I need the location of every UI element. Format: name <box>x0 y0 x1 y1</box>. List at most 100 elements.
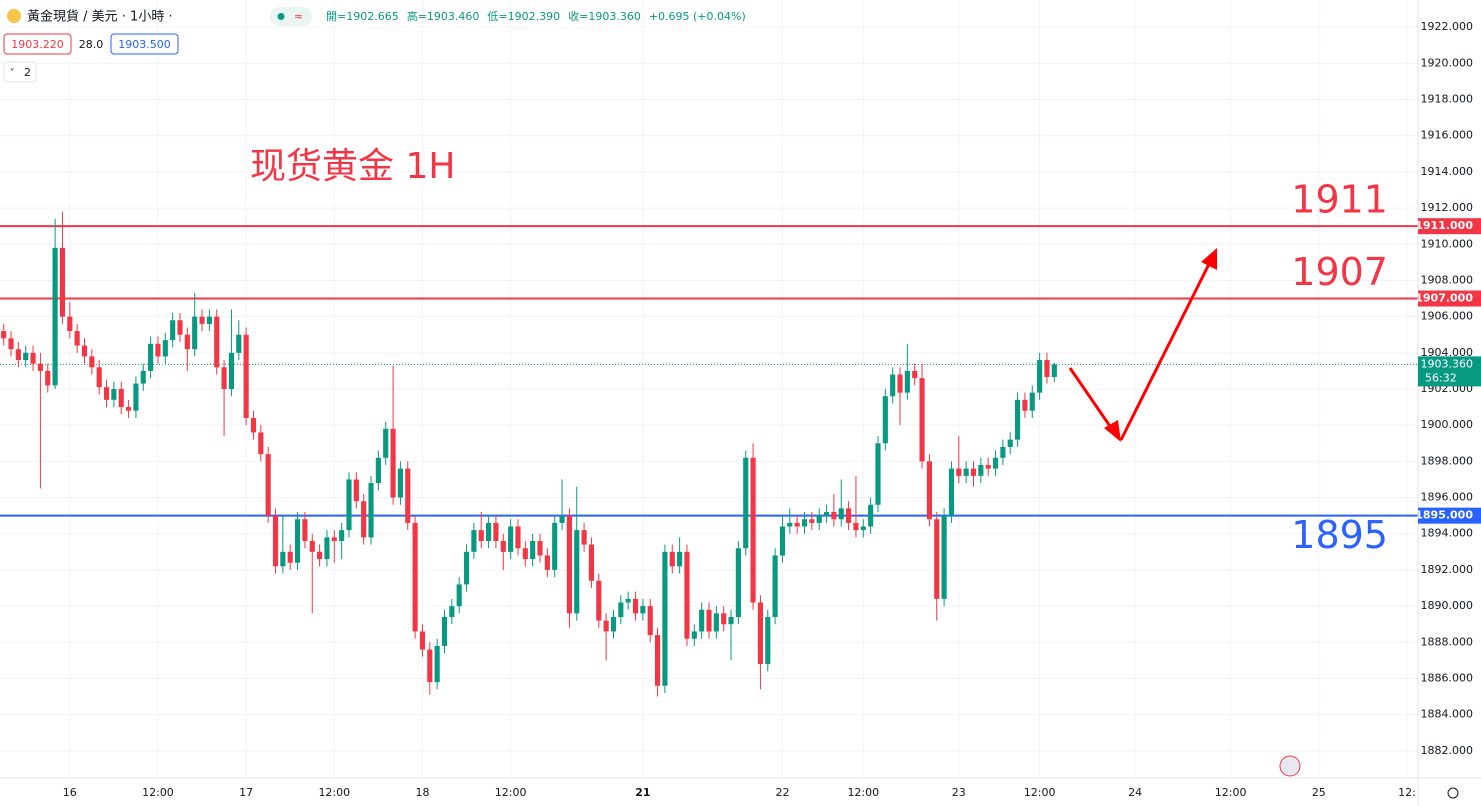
candle-body <box>904 370 910 393</box>
ask: 1903.500 <box>118 38 171 51</box>
candle-body <box>721 613 727 625</box>
y-tick-label: 1906.000 <box>1421 310 1474 323</box>
candle-body <box>618 602 624 617</box>
candle-body <box>934 519 940 599</box>
y-tick-label: 1890.000 <box>1421 599 1474 612</box>
arrow-head <box>1104 420 1121 442</box>
candle-body <box>8 338 14 350</box>
y-tick-label: 1918.000 <box>1421 93 1474 106</box>
level-axis-label: 1895.000 <box>1415 509 1473 522</box>
candle-body <box>1000 446 1006 458</box>
candle-body <box>1029 392 1035 411</box>
candle-body <box>37 363 43 371</box>
x-tick-label: 12:00 <box>142 786 174 799</box>
candle-body <box>1015 399 1021 440</box>
candle-body <box>823 512 830 516</box>
candle-body <box>89 356 95 368</box>
x-tick-label: 22 <box>775 786 789 799</box>
y-tick-label: 1886.000 <box>1421 671 1474 684</box>
candle-body <box>706 609 712 632</box>
candle-body <box>74 331 80 346</box>
levels: 1911 1907 1895 <box>0 178 1418 557</box>
flag-icon[interactable] <box>1279 755 1301 777</box>
candle-body <box>177 320 183 335</box>
candle-body <box>81 345 88 357</box>
candle-body <box>787 522 793 527</box>
candle-body <box>500 540 506 552</box>
ask-box[interactable] <box>110 33 179 55</box>
candle-body <box>419 631 426 650</box>
indicator-toggle[interactable] <box>3 61 37 83</box>
candle-body <box>96 367 102 388</box>
candle-body <box>875 443 881 505</box>
x-tick-label: 18 <box>415 786 429 799</box>
candle-body <box>515 526 521 549</box>
candle-body <box>919 378 925 462</box>
candle-body <box>221 367 227 389</box>
candle-body <box>199 316 205 324</box>
y-tick-label: 1922.000 <box>1421 20 1474 33</box>
x-tick-label: 21 <box>635 786 650 799</box>
bid-box[interactable] <box>3 33 72 55</box>
candle-body <box>280 551 286 567</box>
candle-body <box>192 316 198 350</box>
candle-body <box>67 316 73 332</box>
candle-body <box>566 515 572 614</box>
candle-body <box>272 515 279 567</box>
candle-body <box>794 522 800 527</box>
candle-body <box>816 515 822 523</box>
candle-body <box>155 343 161 357</box>
candles <box>1 211 1057 697</box>
candle-body <box>926 461 932 520</box>
y-tick-label: 1914.000 <box>1421 165 1474 178</box>
y-tick-label: 1916.000 <box>1421 129 1474 142</box>
candle-body <box>346 479 352 531</box>
candle-body <box>530 540 536 560</box>
candle-body <box>353 479 359 502</box>
status-pill[interactable] <box>270 7 312 26</box>
candle-body <box>765 616 771 665</box>
candle-body <box>118 389 124 408</box>
candle-body <box>970 468 977 476</box>
candle-body <box>449 606 455 617</box>
candle-body <box>750 457 756 603</box>
candle-body <box>126 407 132 411</box>
candle-body <box>963 468 969 476</box>
candle-body <box>214 316 220 368</box>
x-tick-label: 16 <box>63 786 77 799</box>
candle-body <box>412 522 418 632</box>
candle-body <box>1037 360 1043 393</box>
candle-body <box>339 530 345 541</box>
candle-body <box>486 522 492 541</box>
candle-body <box>882 396 888 444</box>
candle-body <box>596 580 602 621</box>
countdown: 56:32 <box>1425 371 1457 384</box>
candle-body <box>581 530 587 545</box>
candle-body <box>662 551 668 686</box>
candle-body <box>478 530 484 541</box>
candle-body <box>860 526 866 531</box>
candle-body <box>265 454 271 516</box>
candle-body <box>846 508 852 523</box>
candle-body <box>1044 360 1050 377</box>
candle-body <box>912 370 918 379</box>
candle-body <box>728 616 734 625</box>
symbol[interactable]: 黃金現貨 / 美元 · 1小時 · <box>27 9 173 25</box>
candle-body <box>133 383 139 411</box>
candle-body <box>779 526 786 556</box>
chevron: ˅ <box>10 69 15 79</box>
candle-body <box>838 508 844 520</box>
y-tick-label: 1888.000 <box>1421 635 1474 648</box>
settings-icon[interactable] <box>1447 787 1459 799</box>
candle-body <box>1007 439 1013 447</box>
candle-body <box>544 555 550 570</box>
legend-item: 高=1903.460 <box>407 9 480 23</box>
candle-body <box>471 530 477 552</box>
x-tick-label: 12:00 <box>495 786 527 799</box>
candle-body <box>103 387 110 400</box>
spread: 28.0 <box>79 38 104 51</box>
x-tick-label: 24 <box>1128 786 1142 799</box>
candle-body <box>317 551 323 560</box>
candle-body <box>405 468 411 523</box>
